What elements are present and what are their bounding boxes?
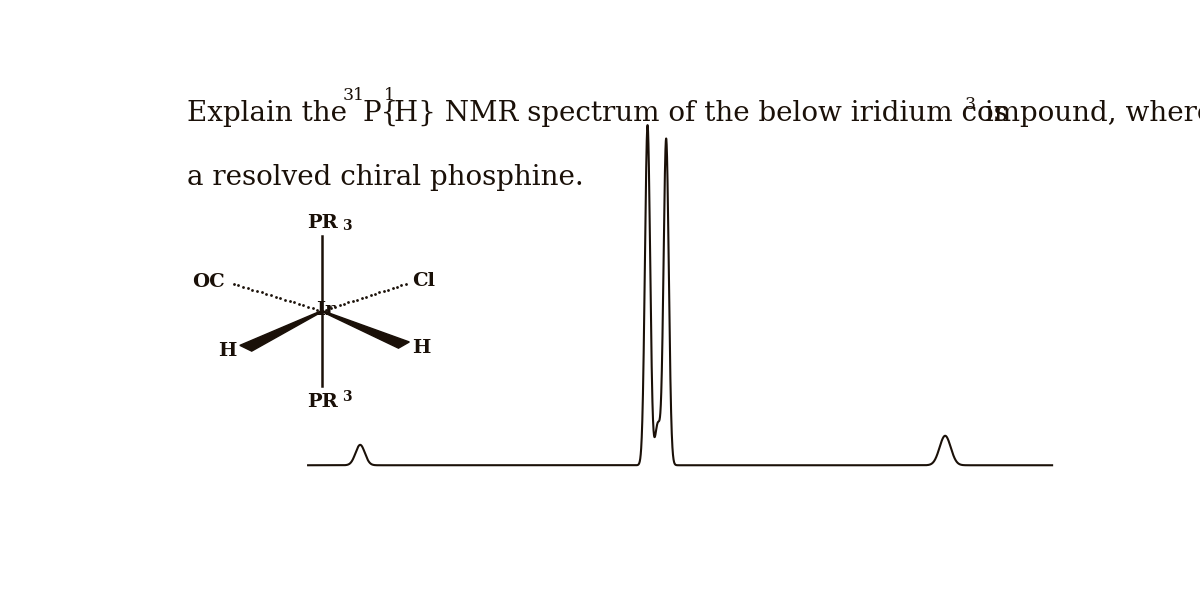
Text: H: H	[218, 342, 236, 360]
Text: Ir: Ir	[316, 301, 336, 319]
Text: 1: 1	[384, 87, 395, 104]
Text: H: H	[413, 339, 431, 358]
Text: 3: 3	[965, 95, 976, 112]
Text: a resolved chiral phosphine.: a resolved chiral phosphine.	[187, 164, 584, 191]
Text: Explain the: Explain the	[187, 100, 356, 127]
Text: PR: PR	[307, 214, 337, 231]
Text: OC: OC	[192, 273, 224, 290]
Text: is: is	[976, 100, 1008, 127]
Polygon shape	[322, 311, 409, 348]
Text: P{: P{	[362, 100, 398, 127]
Text: 3: 3	[342, 391, 352, 405]
Text: PR: PR	[307, 393, 337, 411]
Text: 31: 31	[342, 87, 365, 104]
Text: H} NMR spectrum of the below iridium compound, where PR: H} NMR spectrum of the below iridium com…	[394, 100, 1200, 127]
Text: 3: 3	[342, 219, 352, 233]
Text: Cl: Cl	[413, 272, 436, 290]
Polygon shape	[240, 311, 323, 351]
